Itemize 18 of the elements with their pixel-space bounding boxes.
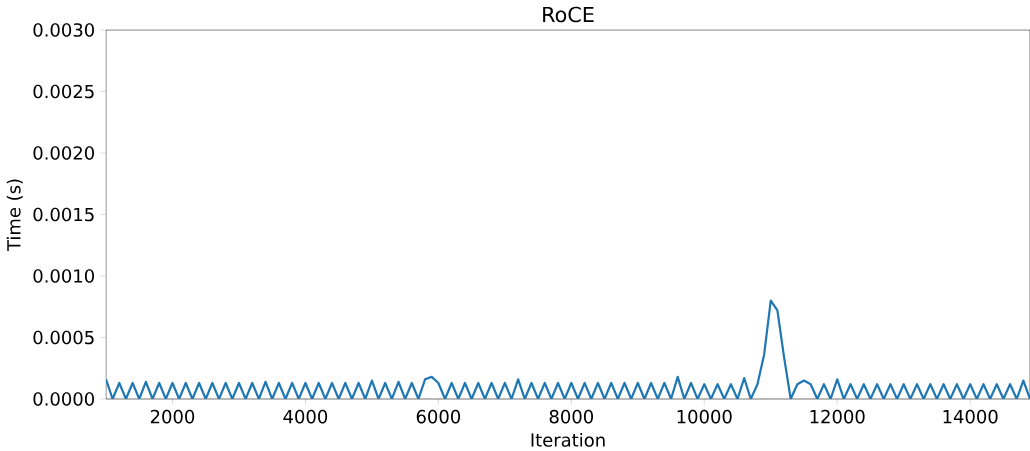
x-tick-label: 4000 <box>283 409 328 424</box>
x-axis-title: Iteration <box>531 432 605 447</box>
y-tick-label: 0.0025 <box>33 84 94 99</box>
y-tick-label: 0.0000 <box>33 392 94 406</box>
y-tick-label: 0.0010 <box>33 269 94 283</box>
y-tick-label: 0.0030 <box>33 23 94 37</box>
x-tick-label: 6000 <box>416 409 461 424</box>
y-tick-label: 0.0020 <box>33 146 94 160</box>
x-tick-label: 8000 <box>549 409 593 424</box>
x-tick-label: 14000 <box>943 409 998 424</box>
x-tick-label: 10000 <box>677 409 732 424</box>
y-axis-title: Time (s) <box>6 179 23 252</box>
y-tick-label: 0.0005 <box>33 330 94 345</box>
x-tick-label: 12000 <box>810 409 865 424</box>
chart-title: RoCE <box>543 6 594 23</box>
line-series <box>106 299 1030 399</box>
x-tick-label: 2000 <box>150 409 195 424</box>
y-tick-label: 0.0015 <box>33 207 94 222</box>
